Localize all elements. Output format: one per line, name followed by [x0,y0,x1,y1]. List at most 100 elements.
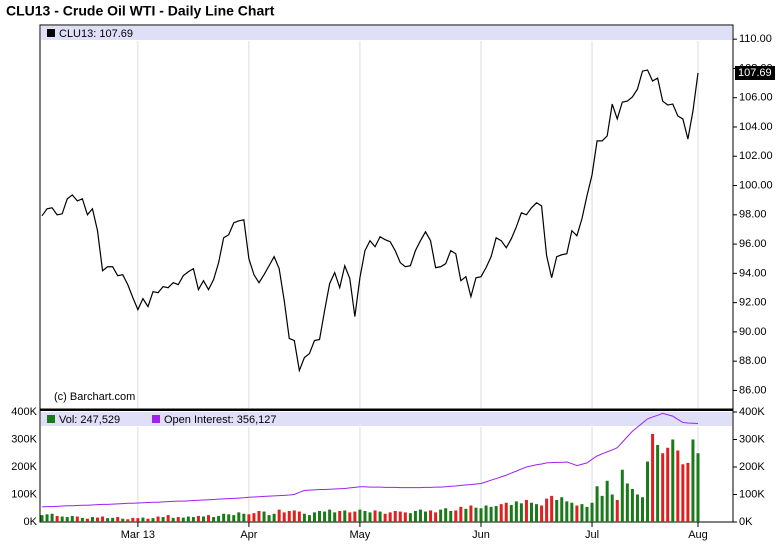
y-tick-label: 90.00 [739,326,767,338]
volume-bar [449,511,453,522]
y-tick-label: 0K [24,516,38,528]
volume-bar [50,513,54,522]
y-tick-label: 300K [11,433,37,445]
volume-bar [600,495,604,522]
volume-bar [635,494,639,522]
volume-bar [474,507,478,522]
volume-bar [343,510,347,522]
last-value-label: 107.69 [738,67,772,79]
legend-label: Open Interest: 356,127 [164,414,277,426]
y-tick-label: 94.00 [739,267,767,279]
volume-bar [282,512,286,522]
volume-bar [378,511,382,522]
volume-bar [459,506,463,522]
volume-bar [201,516,205,522]
legend-swatch [152,415,160,423]
price-panel [39,24,734,410]
volume-bar [106,518,110,522]
y-tick-label: 200K [739,461,765,473]
volume-bar [353,511,357,522]
y-tick-label: 400K [11,406,37,418]
volume-bar [297,511,301,522]
y-tick-label: 92.00 [739,297,767,309]
volume-bar [535,504,539,522]
volume-bar [292,510,296,522]
volume-bar [232,515,236,522]
y-tick-label: 98.00 [739,209,767,221]
volume-bar [196,515,200,522]
volume-bar [494,506,498,522]
y-tick-label: 96.00 [739,238,767,250]
volume-bar [70,515,74,522]
volume-bar [434,512,438,522]
volume-bar [424,511,428,522]
last-value-badge [735,65,775,80]
volume-bar [116,517,120,522]
chart-title: CLU13 - Crude Oil WTI - Daily Line Chart [6,3,275,19]
volume-bar [161,517,165,522]
volume-bar [136,518,140,522]
volume-bar [570,502,574,522]
y-tick-label: 88.00 [739,355,767,367]
volume-bar [464,508,468,522]
x-tick-label: Aug [688,529,708,541]
volume-bar [550,495,554,522]
volume-bar [479,508,483,522]
x-tick-label: Jul [585,529,599,541]
volume-bar [363,511,367,522]
volume-bar [615,500,619,522]
y-tick-label: 110.00 [739,33,772,45]
y-tick-label: 400K [739,406,765,418]
volume-bar [580,504,584,522]
legend-label: CLU13: 107.69 [59,28,133,40]
volume-bar [176,517,180,522]
volume-bar [565,501,569,522]
volume-bar [156,516,160,522]
volume-bar [151,518,155,522]
volume-bar [272,513,276,522]
volume-bar [75,516,79,522]
volume-bar [408,513,412,522]
volume-bar [333,512,337,522]
volume-bar [509,504,513,522]
volume-bar [242,513,246,522]
volume-bar [111,517,115,522]
volume-bar [166,515,170,522]
volume-bar [90,517,94,522]
y-tick-label: 100K [739,488,765,500]
y-tick-label: 100.00 [739,179,773,191]
volume-bar [605,480,609,522]
volume-bar [444,508,448,522]
legend-band [41,26,732,40]
grid [137,41,699,522]
volume-bar [524,500,528,522]
volume-bar [217,515,221,522]
volume-bar [60,516,64,522]
volume-bar [40,515,44,522]
volume-bar [676,450,680,522]
x-tick-label: Apr [240,529,257,541]
volume-bar [141,517,145,522]
marks [40,69,700,522]
volume-bar [368,512,372,522]
volume-bar [262,511,266,522]
volume-bar [146,518,150,522]
volume-bar [514,501,518,522]
y-tick-label: 200K [11,461,37,473]
volume-bar [45,514,49,522]
volume-bar [489,506,493,522]
volume-bar [227,514,231,522]
volume-bar [267,515,271,522]
volume-bar [121,518,125,522]
volume-bar [247,514,251,522]
volume-bar [181,517,185,522]
volume-bar [595,486,599,522]
volume-bar [171,517,175,522]
volume-bar [610,494,614,522]
y-tick-label: 106.00 [739,92,773,104]
volume-bar [207,515,211,522]
volume-bar [555,500,559,522]
volume-bar [186,516,190,522]
y-tick-label: 86.00 [739,384,767,396]
